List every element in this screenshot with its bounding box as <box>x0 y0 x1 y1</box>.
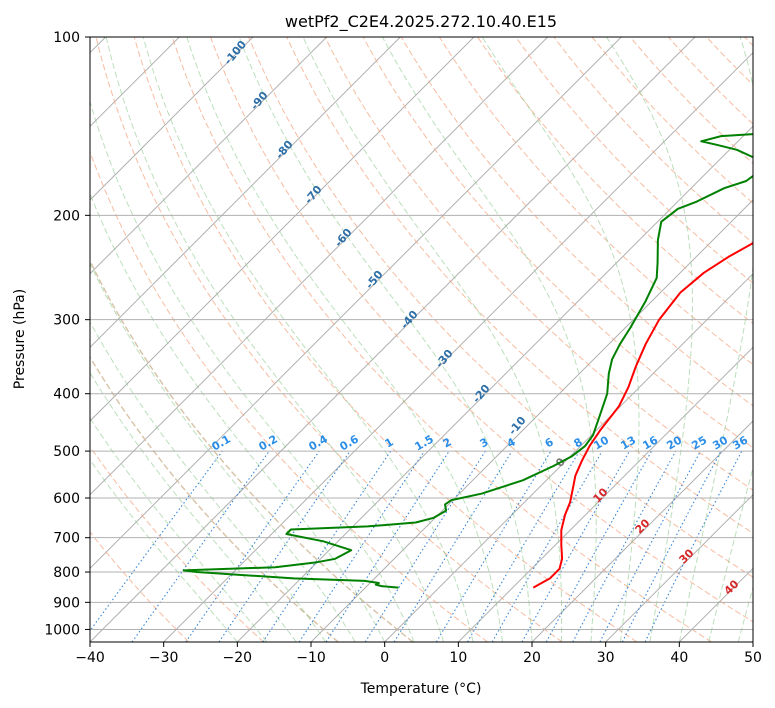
mixing-ratio-line <box>218 450 351 642</box>
x-axis: −40 −30 −20 −10 0 10 20 30 40 50 <box>75 642 762 666</box>
mixing-ratio-line <box>131 450 270 642</box>
moist-adiabat-line <box>90 192 386 642</box>
y-tick-label: 400 <box>53 387 80 403</box>
dry-adiabat-line <box>438 37 753 365</box>
dry-adiabat-line <box>553 37 753 244</box>
sounding-profiles <box>182 133 753 589</box>
plot-background <box>90 37 753 642</box>
plot-frame <box>89 36 754 643</box>
mixing-ratio-line <box>491 450 603 642</box>
x-tick-label: 20 <box>523 650 541 666</box>
isotherm-line <box>90 37 622 570</box>
mixing-ratio-line <box>364 450 486 642</box>
moist-adiabat-line <box>186 37 503 642</box>
moist-adiabat-line <box>105 37 445 642</box>
dry-adiabat-line <box>90 355 339 642</box>
dry-adiabat-line <box>95 37 563 642</box>
dry-adiabat-line <box>248 37 753 578</box>
moist-adiabat-line <box>481 37 640 642</box>
x-tick-label: −20 <box>223 650 253 666</box>
dry-adiabat-line <box>629 37 753 165</box>
moist-adiabat-line <box>302 37 563 642</box>
isotherm-line <box>531 420 753 642</box>
dry-adiabat-line <box>400 37 753 407</box>
skewed-isotherms <box>90 37 753 642</box>
x-tick-label: 40 <box>670 650 688 666</box>
moist-adiabat-line <box>142 37 474 642</box>
dry-adiabat-line <box>477 37 753 325</box>
moist-adiabat-line <box>90 459 238 642</box>
chart-title: wetPf2_C2E4.2025.272.10.40.E15 <box>285 12 557 32</box>
dry-adiabat-line <box>591 37 753 204</box>
dry-adiabat-line <box>90 259 414 642</box>
isotherm-line <box>605 493 753 642</box>
y-tick-label: 600 <box>53 491 80 507</box>
moist-adiabat-line <box>90 417 268 642</box>
y-tick-label: 200 <box>53 208 80 224</box>
isotherm-line <box>90 37 328 275</box>
dry-adiabat-line <box>362 37 753 449</box>
x-tick-label: 30 <box>597 650 615 666</box>
isotherm-line <box>90 37 475 422</box>
temperature-profile-line <box>532 241 753 589</box>
isotherm-line <box>90 37 401 349</box>
moist-adiabat-line <box>90 371 297 642</box>
moist-adiabat-line <box>90 262 356 642</box>
moist-adiabat-line <box>238 37 533 642</box>
y-tick-label: 300 <box>53 313 80 329</box>
y-tick-label: 700 <box>53 531 80 547</box>
moist-adiabats <box>90 37 753 642</box>
x-tick-label: −40 <box>75 650 105 666</box>
dry-adiabat-line <box>90 150 488 642</box>
mixing-ratio-line <box>572 450 677 642</box>
x-tick-label: −30 <box>149 650 179 666</box>
isotherm-line <box>236 125 753 642</box>
mixing-ratio-line <box>467 450 580 642</box>
isotherm-line <box>384 272 753 642</box>
x-tick-label: −10 <box>296 650 326 666</box>
dry-adiabat-line <box>210 37 753 623</box>
mixing-ratio-line <box>185 450 320 642</box>
mixing-ratio-line <box>435 450 552 642</box>
y-tick-label: 1000 <box>44 622 80 638</box>
x-axis-title: Temperature (°C) <box>360 681 482 697</box>
isotherm-line <box>90 37 254 201</box>
mixing-ratio-line <box>90 450 223 632</box>
mixing-ratio-lines <box>90 450 743 642</box>
isotherm-line <box>90 37 549 496</box>
y-axis: 100 200 300 400 500 600 700 800 900 1000 <box>44 30 90 638</box>
dry-adiabat-line <box>324 37 753 491</box>
mixing-ratio-line <box>325 450 450 642</box>
x-tick-label: 0 <box>380 650 389 666</box>
moist-adiabat-line <box>381 37 597 642</box>
x-tick-label: 50 <box>744 650 762 666</box>
isotherm-line <box>457 346 753 642</box>
mixing-ratio-line <box>393 450 513 642</box>
dry-adiabat-line <box>90 531 190 642</box>
mixing-ratio-line <box>545 450 653 642</box>
dewpoint-profile-line <box>182 133 753 589</box>
y-tick-label: 900 <box>53 595 80 611</box>
dry-adiabats <box>90 37 753 642</box>
mixing-ratio-line <box>521 450 630 642</box>
moist-adiabat-line <box>90 99 415 642</box>
moist-adiabat-line <box>678 37 753 642</box>
moist-adiabat-line <box>606 37 693 642</box>
dry-adiabat-line <box>286 37 753 534</box>
isotherm-line <box>163 51 753 642</box>
x-tick-label: 10 <box>449 650 467 666</box>
dry-adiabat-line <box>515 37 753 284</box>
isotherm-line <box>752 641 753 642</box>
y-tick-label: 800 <box>53 565 80 581</box>
y-tick-label: 500 <box>53 444 80 460</box>
dry-adiabat-line <box>133 37 638 642</box>
isotherm-line <box>90 37 696 642</box>
y-axis-title: Pressure (hPa) <box>12 289 28 389</box>
plot-area: -100-90-80-70-60-50-40-30-20-100.1 0.2 0.4… <box>90 37 753 642</box>
y-tick-label: 100 <box>53 30 80 46</box>
